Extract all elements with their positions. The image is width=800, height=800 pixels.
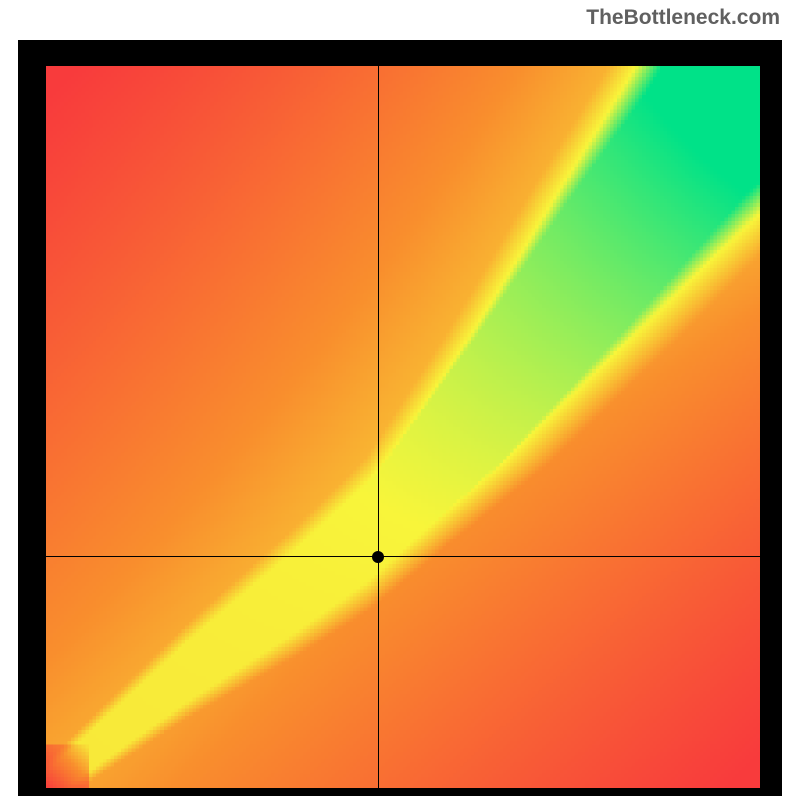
bottleneck-heatmap bbox=[46, 66, 760, 788]
crosshair-dot bbox=[372, 551, 384, 563]
crosshair-horizontal bbox=[46, 556, 760, 557]
frame-top bbox=[18, 40, 782, 66]
chart-container: TheBottleneck.com bbox=[0, 0, 800, 800]
frame-bottom bbox=[18, 788, 782, 796]
frame-right bbox=[760, 40, 782, 796]
crosshair-vertical bbox=[378, 66, 379, 788]
frame-left bbox=[18, 40, 46, 796]
watermark-text: TheBottleneck.com bbox=[586, 6, 780, 30]
